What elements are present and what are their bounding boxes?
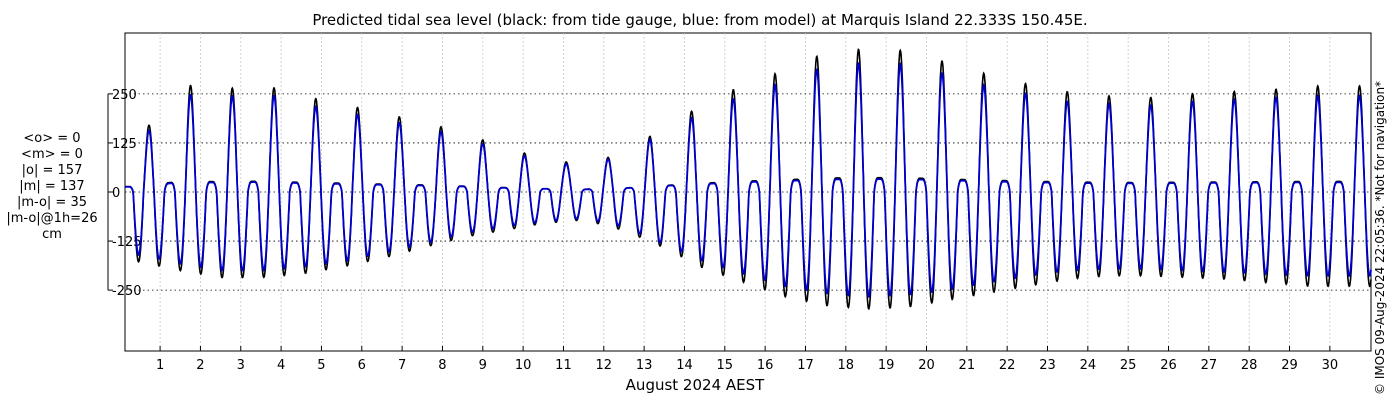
x-tick-label: 12	[596, 358, 613, 373]
stat-abs-diff: |m-o| = 35	[16, 195, 87, 210]
x-tick-label: 16	[757, 358, 774, 373]
y-tick-label: 0	[112, 186, 120, 201]
x-tick-label: 28	[1241, 358, 1258, 373]
x-tick-label: 19	[878, 358, 895, 373]
x-tick-label: 24	[1080, 358, 1097, 373]
x-tick-label: 20	[918, 358, 935, 373]
x-tick-label: 2	[196, 358, 204, 373]
chart-title: Predicted tidal sea level (black: from t…	[312, 11, 1088, 29]
x-tick-label: 18	[838, 358, 855, 373]
x-tick-label: 23	[1039, 358, 1056, 373]
y-tick-label: -125	[112, 235, 142, 250]
x-tick-label: 5	[317, 358, 325, 373]
x-tick-label: 4	[277, 358, 285, 373]
y-tick-label: -250	[112, 284, 142, 299]
x-tick-label: 11	[555, 358, 572, 373]
x-tick-label: 22	[999, 358, 1016, 373]
x-tick-label: 1	[156, 358, 164, 373]
plot-frame	[124, 32, 1372, 352]
stat-unit: cm	[42, 227, 62, 242]
y-tick-label: 125	[112, 137, 137, 152]
x-tick-label: 7	[398, 358, 406, 373]
x-tick-label: 9	[479, 358, 487, 373]
y-tick-label: 250	[112, 88, 137, 103]
x-tick-label: 30	[1322, 358, 1339, 373]
stat-abs-model: |m| = 137	[19, 179, 85, 194]
watermark: © IMOS 09-Aug-2024 22:05:36. *Not for na…	[1373, 80, 1387, 395]
stat-abs-diff-1h: |m-o|@1h=26	[6, 211, 98, 226]
x-tick-label: 8	[438, 358, 446, 373]
series-model-line	[124, 61, 1372, 299]
x-tick-label: 17	[797, 358, 814, 373]
x-tick-label: 29	[1281, 358, 1298, 373]
x-tick-label: 13	[636, 358, 653, 373]
x-tick-label: 10	[515, 358, 532, 373]
x-tick-label: 27	[1201, 358, 1218, 373]
x-tick-label: 21	[959, 358, 976, 373]
x-tick-label: 3	[237, 358, 245, 373]
stat-mean-observed: <o> = 0	[23, 131, 81, 146]
x-tick-label: 25	[1120, 358, 1137, 373]
x-tick-label: 15	[717, 358, 734, 373]
x-tick-label: 26	[1160, 358, 1177, 373]
stat-abs-observed: |o| = 157	[21, 163, 83, 178]
x-axis-label: August 2024 AEST	[625, 376, 765, 394]
x-tick-label: 14	[676, 358, 693, 373]
x-tick-label: 6	[358, 358, 366, 373]
stats-panel: <o> = 0 <m> = 0 |o| = 157 |m| = 137 |m-o…	[6, 131, 98, 243]
stat-mean-model: <m> = 0	[21, 147, 83, 162]
